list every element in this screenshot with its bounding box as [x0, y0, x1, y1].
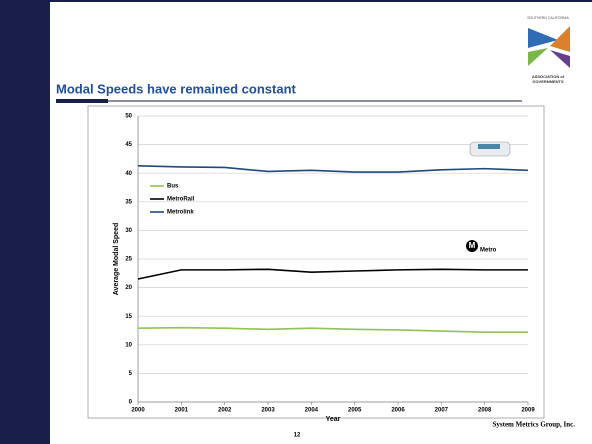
x-tick-label: 2006 [391, 408, 405, 414]
logo: SOUTHERN CALIFORNIA ASSOCIATION of GOVER… [527, 16, 570, 84]
logo-shape [550, 26, 570, 52]
top-border [0, 0, 592, 2]
metro-logo-circle [466, 240, 478, 252]
y-tick-label: 20 [125, 285, 132, 291]
x-tick-label: 2004 [305, 408, 319, 414]
title-underline [56, 99, 108, 103]
metro-logo-letter: M [469, 241, 476, 250]
logo-text: ASSOCIATION of [532, 74, 565, 79]
side-bar [0, 0, 50, 444]
train-icon [469, 141, 511, 157]
footer: System Metrics Group, Inc. [493, 421, 576, 429]
y-tick-label: 35 [125, 199, 132, 205]
train-window [478, 144, 500, 149]
y-tick-label: 5 [129, 371, 133, 377]
x-tick-label: 2003 [261, 408, 275, 414]
page-number: 12 [294, 433, 301, 439]
legend-label: Metrolink [167, 210, 194, 216]
y-tick-label: 15 [125, 314, 132, 320]
y-axis-label: Average Modal Speed [113, 223, 120, 296]
logo-shape [528, 28, 558, 48]
metro-logo-text: Metro [480, 248, 497, 254]
series-line [137, 326, 528, 334]
chart-frame [87, 105, 545, 419]
y-tick-label: 0 [129, 400, 133, 406]
logo-shape [528, 48, 548, 66]
x-tick-label: 2009 [521, 408, 535, 414]
y-tick-label: 10 [125, 342, 132, 348]
legend-label: MetroRail [167, 197, 195, 203]
y-tick-label: 50 [125, 114, 132, 120]
x-tick-label: 2002 [218, 408, 232, 414]
slide-title: Modal Speeds have remained constant [56, 81, 297, 96]
logo-text: GOVERNMENTS [532, 79, 564, 84]
y-tick-label: 45 [125, 142, 132, 148]
series-line [137, 164, 529, 173]
y-tick-label: 25 [125, 257, 132, 263]
logo-text: SOUTHERN CALIFORNIA [527, 16, 569, 20]
y-tick-label: 40 [125, 171, 132, 177]
x-axis-label: Year [326, 416, 341, 423]
x-tick-label: 2008 [478, 408, 492, 414]
x-tick-label: 2005 [348, 408, 362, 414]
series-line [137, 268, 528, 280]
x-tick-label: 2001 [175, 408, 189, 414]
chart: 0 5 10 15 20 25 30 35 40 45 50 2000 2001 2002 2003 2004… [113, 114, 535, 423]
legend-label: Bus [167, 184, 179, 190]
x-tick-label: 2007 [435, 408, 449, 414]
x-tick-label: 2000 [131, 408, 145, 414]
y-tick-label: 30 [125, 228, 132, 234]
logo-shape [550, 50, 570, 68]
